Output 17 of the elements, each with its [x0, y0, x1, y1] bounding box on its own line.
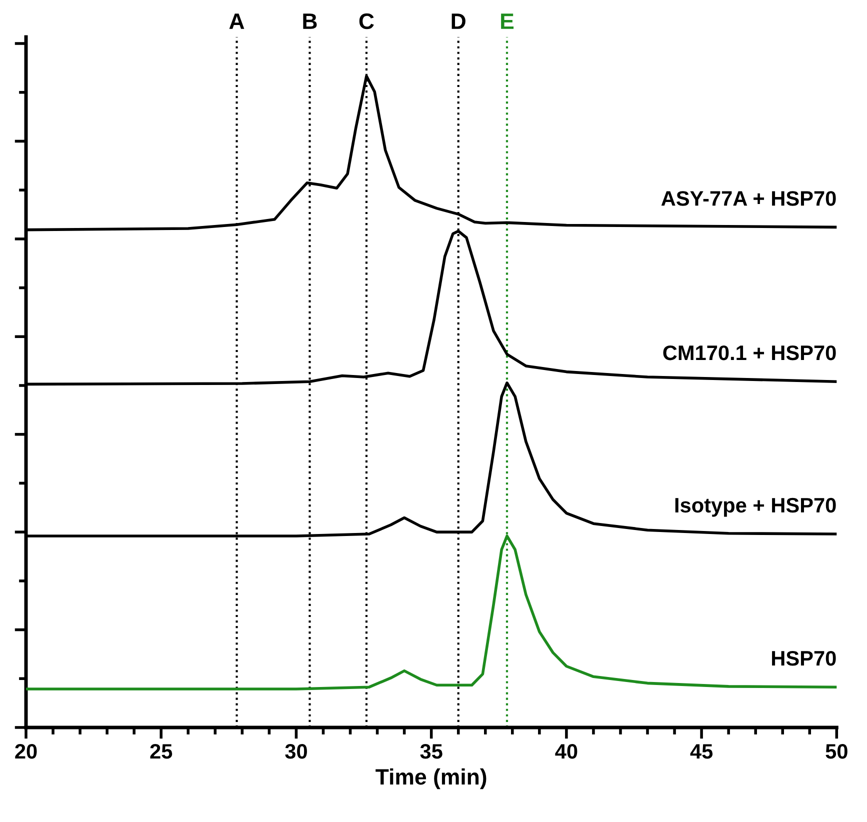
series-label: HSP70 [772, 650, 836, 666]
x-tick-label: 40 [555, 744, 578, 759]
x-axis-title: Time (min) [376, 768, 486, 790]
series-label: Isotype + HSP70 [675, 498, 836, 517]
series-label: CM170.1 + HSP70 [663, 345, 836, 360]
x-tick-label: 30 [285, 744, 307, 759]
series-label: ASY-77A + HSP70 [661, 191, 836, 206]
x-tick-label: 50 [826, 744, 848, 759]
ref-line-label: A [229, 14, 244, 29]
x-tick-label: 20 [15, 744, 37, 759]
ref-line-label: C [359, 13, 374, 30]
ref-line-label: D [452, 14, 466, 29]
ref-line-label: B [303, 14, 317, 29]
x-tick-label: 35 [420, 744, 442, 759]
ref-line-label: E [501, 14, 514, 29]
x-tick-label: 25 [150, 744, 172, 759]
x-tick-label: 45 [690, 744, 713, 759]
